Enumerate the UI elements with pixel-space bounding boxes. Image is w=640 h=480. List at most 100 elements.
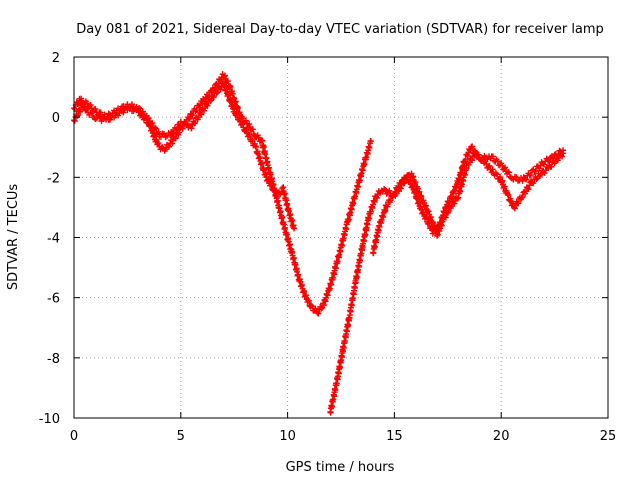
data-point [217, 86, 224, 93]
data-point [302, 292, 309, 299]
data-point [210, 94, 217, 101]
data-point [527, 172, 534, 179]
data-point [284, 200, 291, 207]
data-point [145, 115, 152, 122]
data-point [162, 146, 169, 153]
data-point [548, 163, 555, 170]
data-point [531, 168, 538, 175]
data-point [246, 120, 253, 127]
x-tick-label: 20 [493, 429, 510, 444]
y-tick-label: -4 [47, 232, 60, 247]
series-2 [71, 79, 298, 232]
data-point [489, 166, 496, 173]
data-point [305, 297, 312, 304]
data-point [515, 200, 522, 207]
data-point [221, 72, 228, 79]
data-point [183, 121, 190, 128]
data-point [367, 138, 374, 145]
y-tick-label: -8 [47, 352, 60, 367]
y-axis-title: SDTVAR / TECUs [6, 184, 21, 291]
data-point [267, 180, 274, 187]
series-4 [370, 150, 567, 257]
data-point [468, 156, 475, 163]
data-point [386, 187, 393, 194]
data-point [469, 157, 476, 164]
data-point [246, 131, 253, 138]
data-point [188, 125, 195, 132]
data-point [519, 194, 526, 201]
data-point [537, 171, 544, 178]
x-tick-label: 15 [386, 429, 403, 444]
data-point [208, 97, 215, 104]
data-point [504, 191, 511, 198]
data-point [382, 207, 389, 214]
data-point [398, 181, 405, 188]
data-point [234, 111, 241, 118]
data-point [268, 181, 275, 188]
data-point [305, 297, 312, 304]
data-point [505, 169, 512, 176]
data-point [71, 118, 78, 125]
data-point [155, 140, 162, 147]
x-axis-title: GPS time / hours [286, 460, 395, 475]
data-point [442, 214, 449, 221]
data-point [161, 131, 168, 138]
data-point [540, 161, 547, 168]
x-tick-label: 10 [279, 429, 296, 444]
data-point [97, 109, 104, 116]
data-point [371, 198, 378, 205]
data-point [485, 163, 492, 170]
data-point [155, 128, 162, 135]
data-point [530, 180, 537, 187]
data-point [469, 143, 476, 150]
data-point [374, 195, 381, 202]
data-point [204, 102, 211, 109]
data-point [192, 120, 199, 127]
data-point [108, 113, 115, 120]
y-tick-label: -6 [47, 292, 60, 307]
data-point [189, 112, 196, 119]
data-point [117, 107, 124, 114]
data-point [523, 176, 530, 183]
data-point [198, 111, 205, 118]
data-point [314, 309, 321, 316]
x-tick-label: 25 [600, 429, 617, 444]
data-point [151, 124, 158, 131]
data-point [489, 153, 496, 160]
data-point [465, 161, 472, 168]
data-point [312, 305, 319, 312]
data-point [303, 292, 310, 299]
data-point [231, 106, 238, 113]
data-point [416, 188, 423, 195]
data-point [173, 126, 180, 133]
data-point [172, 135, 179, 142]
x-tick-label: 5 [177, 429, 185, 444]
data-point [166, 143, 173, 150]
data-point [486, 162, 493, 169]
data-point [384, 203, 391, 210]
data-point [315, 310, 322, 317]
data-point [249, 126, 256, 133]
data-point [387, 197, 394, 204]
data-point [451, 200, 458, 207]
data-point [172, 127, 179, 134]
data-point [203, 101, 210, 108]
data-point [224, 78, 231, 85]
data-point [301, 288, 308, 295]
data-point [511, 205, 518, 212]
data-point [152, 125, 159, 132]
data-point [265, 176, 272, 183]
data-point [525, 186, 532, 193]
data-point [177, 118, 184, 125]
data-point [243, 126, 250, 133]
data-point [200, 107, 207, 114]
data-point [475, 151, 482, 158]
data-point [149, 120, 156, 127]
y-tick-label: -2 [47, 171, 60, 186]
data-point [493, 171, 500, 178]
data-point [518, 194, 525, 201]
data-point [505, 192, 512, 199]
data-points [71, 71, 567, 416]
data-point [318, 305, 325, 312]
data-point [502, 164, 509, 171]
